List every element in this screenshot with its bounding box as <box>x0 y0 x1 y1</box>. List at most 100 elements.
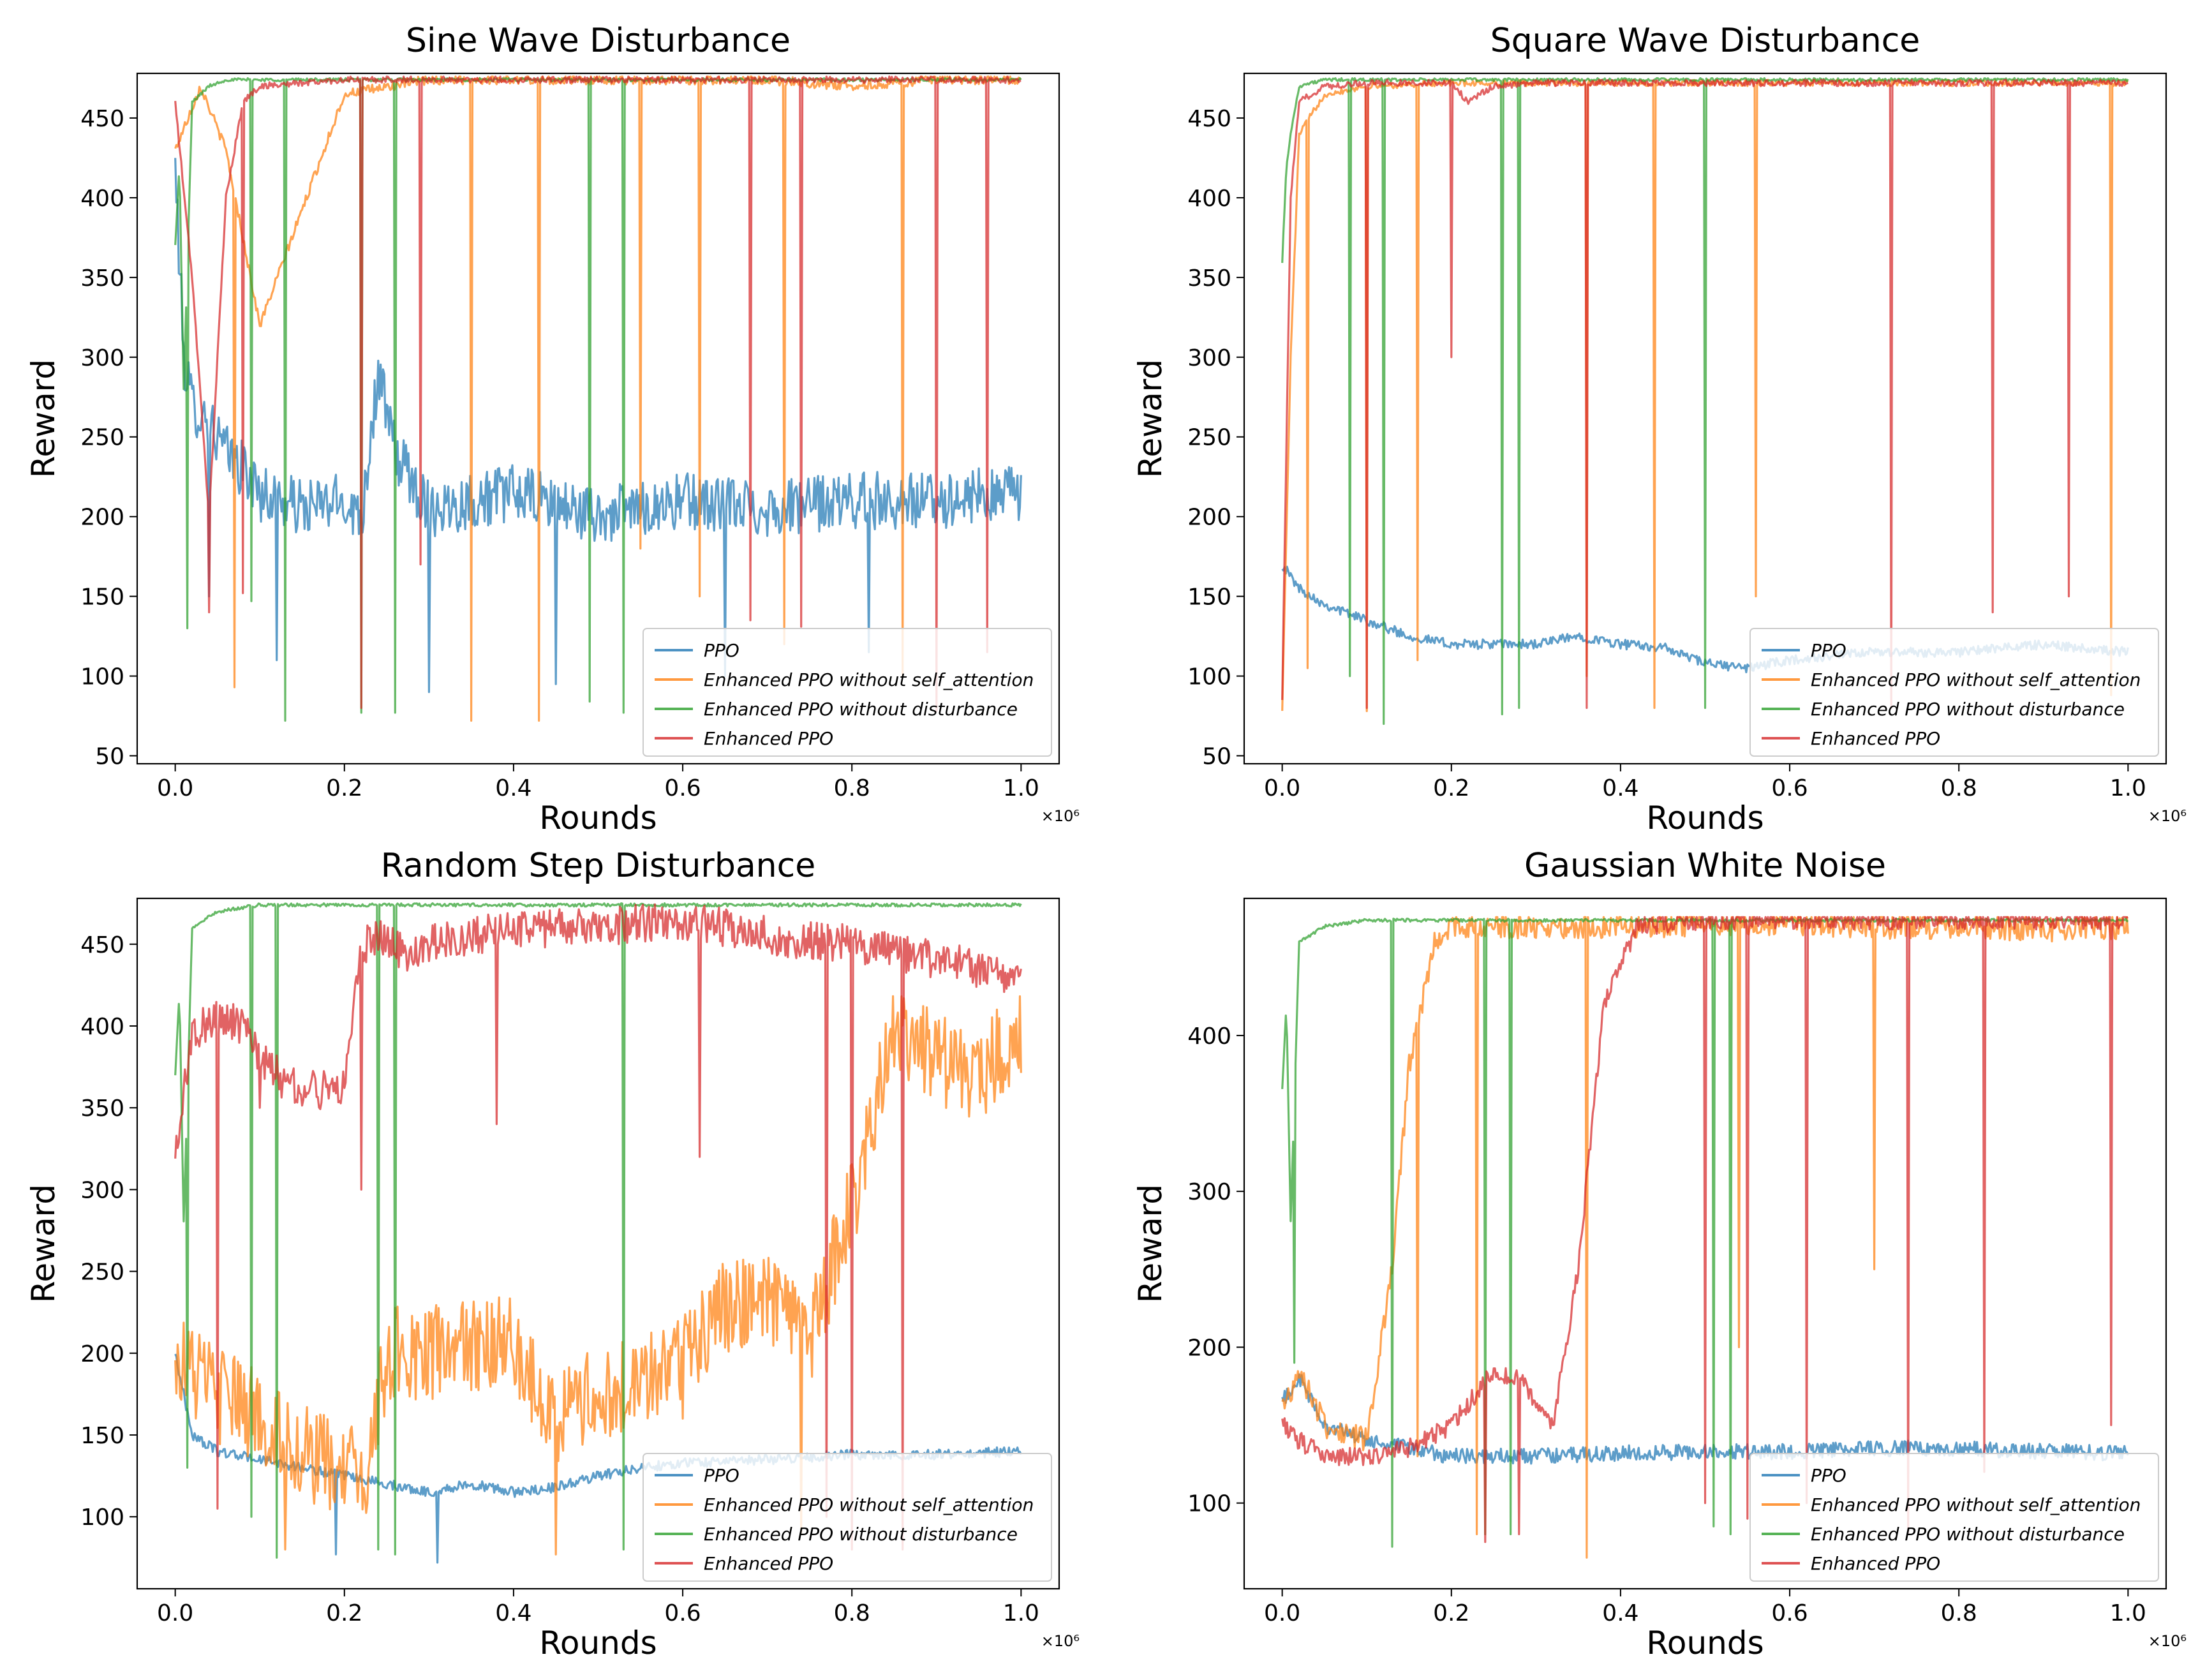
y-tick-label: 400 <box>1187 186 1231 212</box>
subplot-1: 0.0 0.2 0.4 0.6 0.8 1.0 50 100 150 200 250 300 350 40… <box>25 22 1080 836</box>
series-line-enhanced-ppo-without-self-attention <box>174 995 1022 1556</box>
x-axis-label: Rounds <box>539 1624 657 1661</box>
x-tick-label: 1.0 <box>2110 775 2146 801</box>
subplot-3: 0.0 0.2 0.4 0.6 0.8 1.0 100 150 200 250 300 350 400 4… <box>25 847 1080 1661</box>
chart-title: Square Wave Disturbance <box>1490 22 1920 60</box>
y-tick-label: 100 <box>80 1505 124 1531</box>
legend-entry-label: PPO <box>1811 640 1846 661</box>
y-axis-label: Reward <box>25 359 62 478</box>
x-tick-label: 1.0 <box>1003 1600 1039 1626</box>
x-tick-label: 0.0 <box>157 775 193 801</box>
x-tick-label: 0.4 <box>1602 775 1638 801</box>
y-tick-label: 100 <box>1187 664 1231 690</box>
x-axis-multiplier: ×10⁶ <box>2148 1632 2187 1650</box>
plot-area <box>174 902 1022 1564</box>
x-tick-label: 1.0 <box>1003 775 1039 801</box>
y-tick-label: 50 <box>95 744 124 770</box>
series-line-enhanced-ppo-without-disturbance <box>174 902 1022 1559</box>
x-tick-label: 1.0 <box>2110 1600 2146 1626</box>
series-line-enhanced-ppo <box>174 75 1021 713</box>
x-tick-label: 0.4 <box>495 775 531 801</box>
plot-area <box>174 75 1022 722</box>
series-line-enhanced-ppo <box>1281 916 2128 1543</box>
x-axis-multiplier: ×10⁶ <box>1041 1632 1080 1650</box>
y-tick-label: 200 <box>80 1341 124 1367</box>
chart-title: Gaussian White Noise <box>1524 847 1886 885</box>
y-tick-label: 100 <box>1187 1491 1231 1517</box>
x-tick-label: 0.8 <box>834 775 870 801</box>
x-tick-label: 0.2 <box>326 775 362 801</box>
x-tick-label: 0.8 <box>1941 1600 1977 1626</box>
legend-entry-label: Enhanced PPO without self_attention <box>704 669 1034 690</box>
y-tick-label: 350 <box>1187 265 1231 292</box>
legend-entry-label: Enhanced PPO without disturbance <box>704 699 1018 720</box>
x-axis-label: Rounds <box>1646 1624 1764 1661</box>
y-tick-label: 300 <box>80 345 124 371</box>
legend-entry-label: PPO <box>1811 1465 1846 1486</box>
legend-box <box>642 628 1052 757</box>
series-line-enhanced-ppo-without-self-attention <box>174 75 1021 722</box>
x-tick-label: 0.2 <box>326 1600 362 1626</box>
legend: PPO Enhanced PPO without self_attention En… <box>642 628 1052 757</box>
x-tick-label: 0.6 <box>1771 775 1808 801</box>
x-tick-label: 0.8 <box>834 1600 870 1626</box>
x-axis-multiplier: ×10⁶ <box>1041 807 1080 825</box>
series-line-enhanced-ppo-without-disturbance <box>174 77 1022 722</box>
y-tick-label: 200 <box>80 505 124 531</box>
y-tick-label: 450 <box>80 106 124 132</box>
series-line-enhanced-ppo <box>1281 78 2129 710</box>
legend-box <box>642 1453 1052 1582</box>
y-tick-label: 350 <box>80 1096 124 1122</box>
x-tick-label: 0.2 <box>1433 775 1469 801</box>
series-line-enhanced-ppo <box>174 903 1022 1551</box>
subplot-2: 0.0 0.2 0.4 0.6 0.8 1.0 50 100 150 200 250 300 350 40… <box>1132 22 2187 836</box>
chart-title: Random Step Disturbance <box>381 847 815 885</box>
legend-entry-label: Enhanced PPO <box>704 728 833 749</box>
y-tick-label: 400 <box>80 186 124 212</box>
y-tick-label: 150 <box>80 1423 124 1449</box>
x-tick-label: 0.0 <box>157 1600 193 1626</box>
y-tick-label: 250 <box>80 1260 124 1286</box>
axes-frame <box>1243 897 2167 1590</box>
axes-frame <box>136 897 1060 1590</box>
legend-entry-label: Enhanced PPO <box>1811 1553 1940 1574</box>
x-tick-label: 0.4 <box>1602 1600 1638 1626</box>
legend-entry-label: Enhanced PPO without disturbance <box>1811 1524 2125 1545</box>
axes-frame <box>1243 72 2167 765</box>
x-tick-label: 0.6 <box>1771 1600 1808 1626</box>
axes-frame <box>136 72 1060 765</box>
subplot-4: 0.0 0.2 0.4 0.6 0.8 1.0 100 200 300 400 Gaussian W… <box>1132 847 2187 1661</box>
legend-entry-label: Enhanced PPO without disturbance <box>704 1524 1018 1545</box>
y-tick-label: 150 <box>1187 584 1231 611</box>
y-tick-label: 150 <box>80 584 124 611</box>
x-tick-label: 0.2 <box>1433 1600 1469 1626</box>
y-tick-label: 250 <box>80 425 124 451</box>
y-tick-label: 200 <box>1187 1335 1231 1361</box>
y-tick-label: 300 <box>1187 345 1231 371</box>
y-tick-label: 250 <box>1187 425 1231 451</box>
legend-entry-label: Enhanced PPO <box>704 1553 833 1574</box>
x-tick-label: 0.6 <box>664 775 701 801</box>
x-axis-label: Rounds <box>1646 799 1764 836</box>
y-axis-label: Reward <box>1132 359 1169 478</box>
y-axis-label: Reward <box>25 1184 62 1303</box>
y-tick-label: 350 <box>80 265 124 292</box>
legend: PPO Enhanced PPO without self_attention En… <box>642 1453 1052 1582</box>
legend-entry-label: PPO <box>704 1465 739 1486</box>
x-tick-label: 0.0 <box>1264 775 1300 801</box>
x-axis-multiplier: ×10⁶ <box>2148 807 2187 825</box>
y-tick-label: 300 <box>80 1177 124 1203</box>
legend: PPO Enhanced PPO without self_attention En… <box>1749 628 2159 757</box>
plot-area <box>1281 916 2129 1559</box>
legend: PPO Enhanced PPO without self_attention En… <box>1749 1453 2159 1582</box>
legend-entry-label: Enhanced PPO <box>1811 728 1940 749</box>
legend-entry-label: PPO <box>704 640 739 661</box>
x-tick-label: 0.0 <box>1264 1600 1300 1626</box>
legend-box <box>1749 1453 2159 1582</box>
y-tick-label: 200 <box>1187 505 1231 531</box>
legend-entry-label: Enhanced PPO without self_attention <box>704 1494 1034 1515</box>
y-tick-label: 300 <box>1187 1179 1231 1205</box>
x-axis-label: Rounds <box>539 799 657 836</box>
chart-title: Sine Wave Disturbance <box>406 22 791 60</box>
x-tick-label: 0.8 <box>1941 775 1977 801</box>
